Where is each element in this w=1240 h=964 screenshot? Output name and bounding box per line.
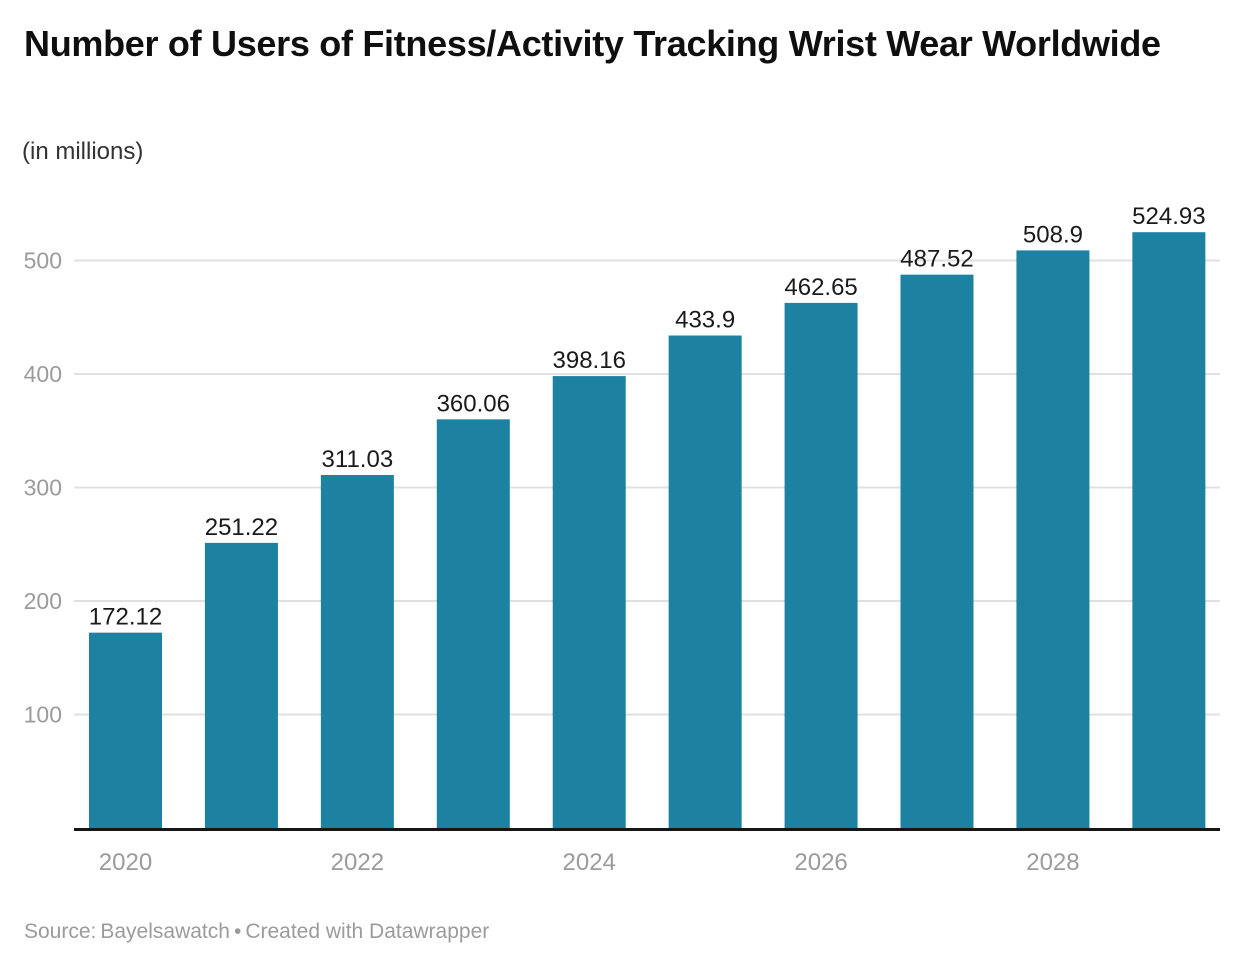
source-name: Bayelsawatch [100,920,230,943]
x-tick-label: 2022 [331,849,384,876]
chart-title: Number of Users of Fitness/Activity Trac… [24,23,1161,64]
bar-2020 [89,632,162,828]
y-tick-label: 100 [24,702,62,728]
bar-value-label: 251.22 [205,514,278,541]
bar-value-label: 360.06 [437,390,510,417]
bar-2023 [436,419,510,828]
y-tick-label: 400 [24,361,62,387]
bar-value-label: 311.03 [322,446,394,473]
source-line: Source: Bayelsawatch • Created with Datawra… [24,920,493,944]
y-tick-label: 300 [24,475,62,501]
bar-value-label: 462.65 [784,274,857,301]
bar-value-label: 172.12 [89,604,162,631]
bar-2029 [1132,232,1206,828]
source-label: Source: [24,920,97,943]
y-tick-label: 200 [24,588,62,614]
bar-2028 [1016,250,1090,828]
bar-value-label: 433.9 [675,307,735,334]
bar-value-label: 398.16 [553,347,626,374]
bar-2026 [784,302,858,829]
y-tick-label: 500 [24,248,62,274]
bar-2025 [668,335,742,828]
x-tick-label: 2020 [99,849,152,876]
bar-2021 [204,542,278,828]
chart-subtitle: (in millions) [22,138,144,165]
credit-text: Created with Datawrapper [245,920,490,943]
source-separator: • [233,920,242,943]
x-tick-label: 2024 [563,849,616,876]
x-tick-label: 2026 [794,849,847,876]
bar-2024 [552,376,626,828]
bar-value-label: 487.52 [900,246,973,273]
bar-value-label: 524.93 [1132,203,1205,230]
bar-2022 [320,474,394,828]
bar-value-label: 508.9 [1023,221,1083,248]
bar-2027 [900,274,974,828]
x-tick-label: 2028 [1026,849,1079,876]
